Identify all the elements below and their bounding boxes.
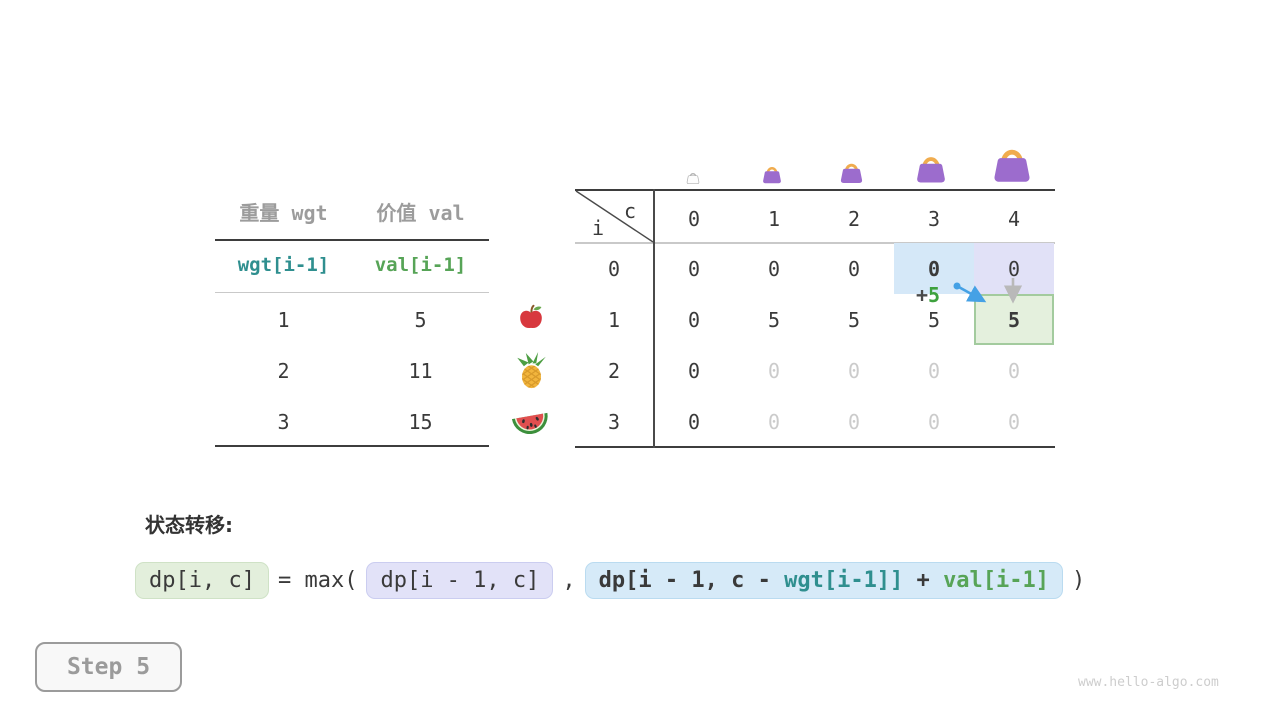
dp-cell-r1-c2: 5 — [847, 307, 861, 332]
dp-row-header-1: 1 — [607, 307, 621, 332]
dp-cell-r0-c0: 0 — [687, 256, 701, 281]
dp-cell-r3-c4: 0 — [1007, 409, 1021, 434]
items-header-value: 价值 val — [376, 201, 465, 225]
step-button[interactable]: Step 5 — [35, 642, 182, 692]
formula-close-paren: ) — [1072, 567, 1086, 593]
items-table-header: 重量 wgt 价值 val — [215, 197, 489, 225]
dp-cell-r2-c1: 0 — [767, 358, 781, 383]
added-value: 5 — [928, 283, 941, 307]
dp-table-header-divider — [575, 242, 1055, 244]
item-3-value: 15 — [408, 409, 433, 434]
items-table-var-row: wgt[i-1] val[i-1] — [215, 254, 489, 282]
corner-row-var-label: i — [592, 216, 605, 240]
transition-title: 状态转移: — [145, 513, 233, 537]
dp-table-vertical-divider — [653, 189, 655, 448]
dp-row-header-0: 0 — [607, 256, 621, 281]
transition-formula: dp[i, c] = max( dp[i - 1, c] , dp[i - 1,… — [135, 559, 1085, 601]
dp-cell-r2-c0: 0 — [687, 358, 701, 383]
dp-cell-r1-c1: 5 — [767, 307, 781, 332]
take-item-arrow — [956, 284, 987, 303]
items-table-bottom-divider — [215, 445, 489, 447]
apple-icon — [520, 304, 542, 329]
bag-xlarge-icon — [994, 149, 1030, 182]
dp-cell-r3-c1: 0 — [767, 409, 781, 434]
formula-comma: , — [562, 567, 576, 593]
dp-cell-r1-c0: 0 — [687, 307, 701, 332]
dp-cell-r2-c4: 0 — [1007, 358, 1021, 383]
bag-medium-icon — [840, 163, 863, 184]
corner-col-var-label: c — [624, 199, 637, 223]
item-2-weight: 2 — [277, 358, 290, 383]
formula-arg-take: dp[i - 1, c - wgt[i-1]] + val[i-1] — [584, 561, 1064, 599]
plus-value-annotation: +5 — [916, 283, 940, 307]
val-var-label: val[i-1] — [374, 254, 467, 276]
dp-col-header-3: 3 — [927, 206, 941, 231]
dp-table-bottom-divider — [575, 446, 1055, 448]
dp-cell-r0-c2: 0 — [847, 256, 861, 281]
dp-col-headers: 0 1 2 3 4 — [654, 196, 1054, 241]
dp-cell-r3-c0: 0 — [687, 409, 701, 434]
dp-cell-r0-c3: 0 — [894, 243, 974, 294]
formula-eq-max: = max( — [277, 567, 358, 593]
items-table-rows: 1 5 2 11 3 15 — [215, 294, 489, 447]
dp-cell-r2-c3: 0 — [927, 358, 941, 383]
items-table-mid-divider — [215, 292, 489, 293]
formula-arg-take-dp: dp[i - 1, c - — [598, 567, 785, 593]
item-3-weight: 3 — [277, 409, 290, 434]
dp-cell-r0-c1: 0 — [767, 256, 781, 281]
watermark: www.hello-algo.com — [1078, 675, 1219, 690]
wgt-var-label: wgt[i-1] — [237, 254, 330, 276]
bag-small-icon — [763, 167, 781, 184]
watermelon-icon — [511, 412, 548, 435]
corner-diagonal-line — [575, 190, 654, 243]
formula-arg-take-val: val[i-1] — [943, 567, 1050, 593]
bag-empty-icon — [686, 173, 700, 185]
formula-arg-skip: dp[i - 1, c] — [366, 561, 554, 599]
bag-large-icon — [917, 157, 945, 183]
items-header-weight: 重量 wgt — [239, 201, 328, 225]
dp-row-header-3: 3 — [607, 409, 621, 434]
item-1-weight: 1 — [277, 307, 290, 332]
formula-arg-take-plus: + — [903, 567, 944, 593]
dp-col-header-1: 1 — [767, 206, 781, 231]
dp-row-header-2: 2 — [607, 358, 621, 383]
pineapple-icon — [517, 352, 546, 389]
dp-row-headers: 0 1 2 3 — [575, 243, 653, 447]
items-table-top-divider — [215, 239, 489, 241]
item-2-value: 11 — [408, 358, 433, 383]
dp-cell-r2-c2: 0 — [847, 358, 861, 383]
formula-arg-take-wgt: wgt[i-1]] — [784, 567, 904, 593]
dp-col-header-2: 2 — [847, 206, 861, 231]
dp-col-header-0: 0 — [687, 206, 701, 231]
dp-cell-r1-c3: 5 — [927, 307, 941, 332]
dp-col-header-4: 4 — [1007, 206, 1021, 231]
dp-cell-r3-c3: 0 — [927, 409, 941, 434]
formula-lhs: dp[i, c] — [135, 561, 269, 599]
dp-table-top-divider — [575, 189, 1055, 191]
plus-sign: + — [916, 283, 929, 307]
item-1-value: 5 — [414, 307, 427, 332]
transition-arrows — [953, 278, 1023, 304]
dp-cell-r3-c2: 0 — [847, 409, 861, 434]
